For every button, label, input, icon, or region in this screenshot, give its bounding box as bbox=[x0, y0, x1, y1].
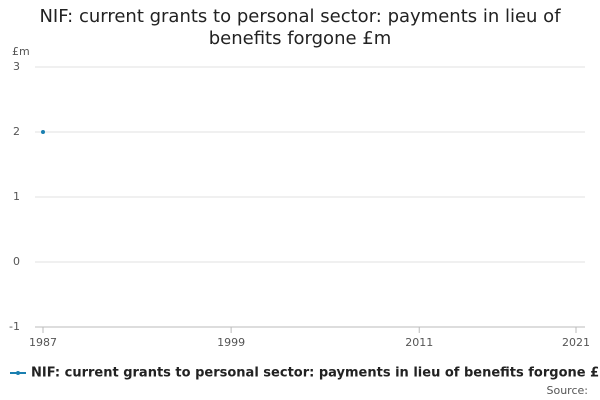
x-tick-label: 2021 bbox=[562, 336, 590, 349]
x-tick-label: 2011 bbox=[405, 336, 433, 349]
y-axis-label: £m bbox=[12, 45, 30, 58]
chart-title: NIF: current grants to personal sector: … bbox=[39, 6, 561, 49]
data-point bbox=[41, 130, 45, 134]
x-tick-label: 1987 bbox=[29, 336, 57, 349]
y-tick-label: 1 bbox=[13, 190, 20, 203]
x-tick-label: 1999 bbox=[217, 336, 245, 349]
y-tick-label: 0 bbox=[13, 255, 20, 268]
legend-marker bbox=[16, 371, 20, 375]
y-tick-label: 2 bbox=[13, 125, 20, 138]
y-tick-label: -1 bbox=[9, 320, 20, 333]
legend-label: NIF: current grants to personal sector: … bbox=[31, 366, 600, 381]
source: Source: bbox=[547, 384, 589, 397]
y-tick-label: 3 bbox=[13, 60, 20, 73]
